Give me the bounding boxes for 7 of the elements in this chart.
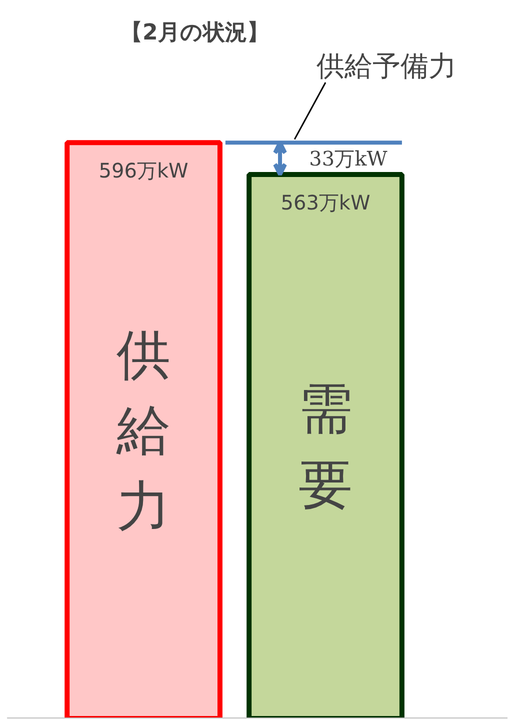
data-label: 563万kW — [280, 190, 370, 215]
chart-title: 【2月の状況】 — [120, 20, 269, 46]
x-tick-label: 供給力 — [116, 323, 171, 538]
annotation: 33万kW — [309, 146, 388, 171]
data-label: 596万kW — [98, 158, 189, 183]
ref-line-label: 供給予備力 — [316, 50, 457, 83]
x-tick-label: 需要 — [298, 377, 353, 516]
